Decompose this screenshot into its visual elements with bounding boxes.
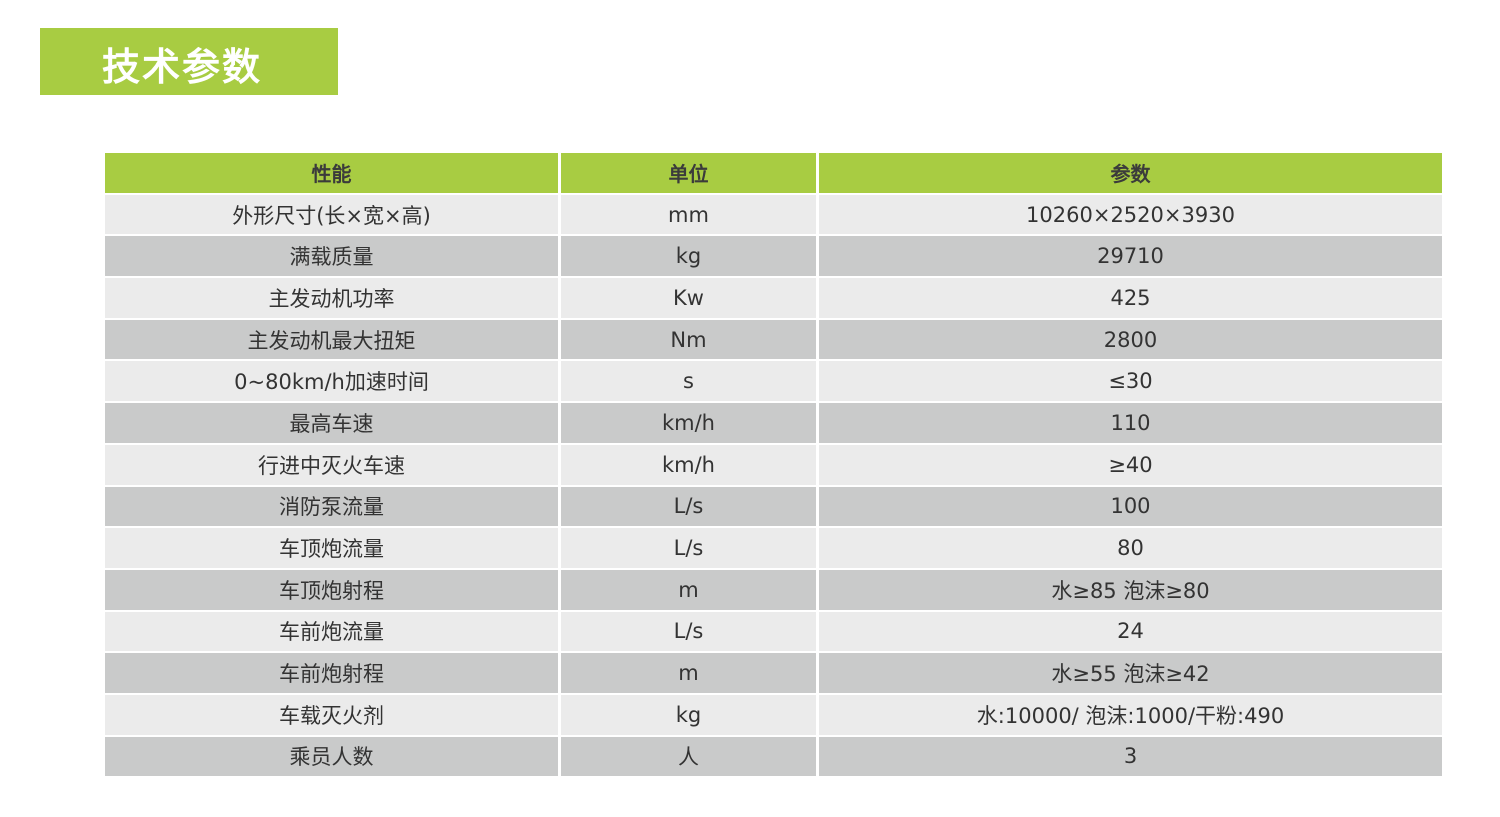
parameter-cell: 10260×2520×3930 bbox=[819, 194, 1442, 235]
performance-cell: 0~80km/h加速时间 bbox=[105, 361, 558, 402]
title-banner: 技术参数 bbox=[40, 28, 338, 95]
unit-cell: mm bbox=[561, 194, 816, 235]
table-header: 性能 单位 参数 bbox=[105, 153, 1442, 193]
unit-cell: km/h bbox=[561, 403, 816, 443]
performance-cell: 车前炮流量 bbox=[105, 611, 558, 652]
unit-cell: L/s bbox=[561, 611, 816, 652]
table-row: 行进中灭火车速 km/h ≥40 bbox=[105, 444, 1442, 485]
unit-cell: m bbox=[561, 569, 816, 610]
parameter-cell: 水≥55 泡沫≥42 bbox=[819, 653, 1442, 693]
parameter-cell: 100 bbox=[819, 486, 1442, 527]
parameter-cell: 水≥85 泡沫≥80 bbox=[819, 569, 1442, 610]
performance-cell: 行进中灭火车速 bbox=[105, 444, 558, 485]
table-row: 车前炮射程 m 水≥55 泡沫≥42 bbox=[105, 653, 1442, 693]
unit-cell: L/s bbox=[561, 528, 816, 568]
table-row: 车顶炮射程 m 水≥85 泡沫≥80 bbox=[105, 569, 1442, 610]
performance-cell: 车前炮射程 bbox=[105, 653, 558, 693]
parameter-cell: ≤30 bbox=[819, 361, 1442, 402]
table-row: 外形尺寸(长×宽×高) mm 10260×2520×3930 bbox=[105, 194, 1442, 235]
page-title: 技术参数 bbox=[102, 45, 263, 89]
parameter-cell: 29710 bbox=[819, 236, 1442, 277]
unit-cell: km/h bbox=[561, 444, 816, 485]
unit-cell: kg bbox=[561, 236, 816, 277]
header-performance: 性能 bbox=[105, 153, 558, 193]
unit-cell: Kw bbox=[561, 278, 816, 318]
table-row: 最高车速 km/h 110 bbox=[105, 403, 1442, 443]
unit-cell: kg bbox=[561, 694, 816, 735]
performance-cell: 车顶炮射程 bbox=[105, 569, 558, 610]
parameter-cell: 425 bbox=[819, 278, 1442, 318]
unit-cell: 人 bbox=[561, 736, 816, 777]
performance-cell: 外形尺寸(长×宽×高) bbox=[105, 194, 558, 235]
header-parameter: 参数 bbox=[819, 153, 1442, 193]
performance-cell: 车顶炮流量 bbox=[105, 528, 558, 568]
table-row: 乘员人数人 3 bbox=[105, 736, 1442, 777]
parameter-cell: 80 bbox=[819, 528, 1442, 568]
table-row: 主发动机最大扭矩 Nm 2800 bbox=[105, 319, 1442, 360]
table-row: 车前炮流量 L/s 24 bbox=[105, 611, 1442, 652]
unit-cell: Nm bbox=[561, 319, 816, 360]
performance-cell: 车载灭火剂 bbox=[105, 694, 558, 735]
parameter-cell: 110 bbox=[819, 403, 1442, 443]
parameter-cell: 水:10000/ 泡沫:1000/干粉:490 bbox=[819, 694, 1442, 735]
unit-cell: m bbox=[561, 653, 816, 693]
table-row: 满载质量 kg 29710 bbox=[105, 236, 1442, 277]
table-row: 0~80km/h加速时间 s ≤30 bbox=[105, 361, 1442, 402]
unit-cell: s bbox=[561, 361, 816, 402]
performance-cell: 主发动机功率 bbox=[105, 278, 558, 318]
performance-cell: 乘员人数 bbox=[105, 736, 558, 777]
parameter-cell: 24 bbox=[819, 611, 1442, 652]
spec-table: 性能 单位 参数 外形尺寸(长×宽×高) mm 10260×2520×3930 满载质… bbox=[105, 153, 1442, 778]
header-unit: 单位 bbox=[561, 153, 816, 193]
performance-cell: 满载质量 bbox=[105, 236, 558, 277]
parameter-cell: 3 bbox=[819, 736, 1442, 777]
parameter-cell: 2800 bbox=[819, 319, 1442, 360]
table-row: 车载灭火剂 kg 水:10000/ 泡沫:1000/干粉:490 bbox=[105, 694, 1442, 735]
performance-cell: 主发动机最大扭矩 bbox=[105, 319, 558, 360]
table-row: 主发动机功率 Kw 425 bbox=[105, 278, 1442, 318]
performance-cell: 消防泵流量 bbox=[105, 486, 558, 527]
parameter-cell: ≥40 bbox=[819, 444, 1442, 485]
performance-cell: 最高车速 bbox=[105, 403, 558, 443]
table-row: 车顶炮流量 L/s 80 bbox=[105, 528, 1442, 568]
unit-cell: L/s bbox=[561, 486, 816, 527]
table-row: 消防泵流量 L/s 100 bbox=[105, 486, 1442, 527]
